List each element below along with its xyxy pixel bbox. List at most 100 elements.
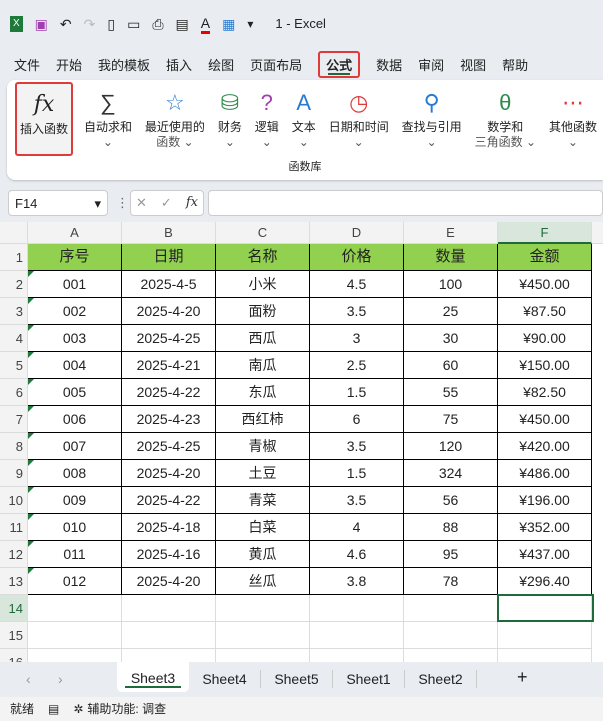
row-header-1[interactable]: 1	[0, 244, 28, 271]
print-icon[interactable]: ▤	[175, 16, 189, 32]
tab-8[interactable]: 审阅	[418, 57, 445, 73]
data-cell[interactable]: 010	[28, 514, 122, 541]
row-header-10[interactable]: 10	[0, 487, 28, 514]
data-cell[interactable]: 007	[28, 433, 122, 460]
customize-icon[interactable]: ▾	[247, 17, 254, 31]
open-icon[interactable]: ▭	[127, 16, 141, 32]
ribbon-button-3[interactable]: ? 逻辑 ⌄	[253, 82, 281, 150]
data-cell[interactable]: 324	[404, 460, 498, 487]
formula-input[interactable]	[208, 190, 603, 216]
data-cell[interactable]: 56	[404, 487, 498, 514]
data-cell[interactable]: 青菜	[216, 487, 310, 514]
data-cell[interactable]: 60	[404, 352, 498, 379]
data-cell[interactable]: 011	[28, 541, 122, 568]
data-cell[interactable]: 土豆	[216, 460, 310, 487]
tab-10[interactable]: 帮助	[502, 57, 529, 73]
prev-sheet-icon[interactable]: ‹	[26, 671, 31, 687]
undo-icon[interactable]: ↶	[59, 16, 72, 32]
header-cell[interactable]: 数量	[404, 244, 498, 271]
data-cell[interactable]: 小米	[216, 271, 310, 298]
data-cell[interactable]: 004	[28, 352, 122, 379]
cancel-icon[interactable]: ✕	[136, 195, 147, 210]
data-cell[interactable]: 2025-4-25	[122, 433, 216, 460]
row-header-13[interactable]: 13	[0, 568, 28, 595]
freeze-panes-icon[interactable]: ▦	[222, 16, 236, 32]
data-cell[interactable]	[404, 649, 498, 662]
data-cell[interactable]: 95	[404, 541, 498, 568]
column-header-F[interactable]: F	[498, 222, 592, 244]
data-cell[interactable]: 2025-4-22	[122, 379, 216, 406]
data-cell[interactable]: ¥420.00	[498, 433, 592, 460]
data-cell[interactable]	[404, 622, 498, 649]
data-cell[interactable]: 55	[404, 379, 498, 406]
column-header-D[interactable]: D	[310, 222, 404, 244]
accessibility-icon[interactable]: ✲	[73, 702, 84, 716]
data-cell[interactable]: 青椒	[216, 433, 310, 460]
row-header-15[interactable]: 15	[0, 622, 28, 649]
data-cell[interactable]	[310, 595, 404, 622]
row-header-11[interactable]: 11	[0, 514, 28, 541]
data-cell[interactable]: 3.5	[310, 433, 404, 460]
insert-fx-button[interactable]: fx	[185, 195, 198, 210]
tab-0[interactable]: 文件	[14, 57, 41, 73]
row-header-16[interactable]: 16	[0, 649, 28, 662]
data-cell[interactable]: 南瓜	[216, 352, 310, 379]
ribbon-button-4[interactable]: A 文本 ⌄	[290, 82, 318, 150]
column-header-G[interactable]	[592, 222, 603, 244]
accessibility-status[interactable]: 辅助功能: 调查	[87, 702, 167, 716]
ribbon-button-1[interactable]: ☆ 最近使用的 函数 ⌄	[143, 82, 207, 150]
data-cell[interactable]: ¥150.00	[498, 352, 592, 379]
data-cell[interactable]: 75	[404, 406, 498, 433]
data-cell[interactable]: 面粉	[216, 298, 310, 325]
data-cell[interactable]: ¥82.50	[498, 379, 592, 406]
data-cell[interactable]: 4	[310, 514, 404, 541]
data-cell[interactable]: 3	[310, 325, 404, 352]
data-cell[interactable]: 006	[28, 406, 122, 433]
selected-cell[interactable]	[497, 594, 594, 622]
data-cell[interactable]: 2.5	[310, 352, 404, 379]
column-header-B[interactable]: B	[122, 222, 216, 244]
data-cell[interactable]: 丝瓜	[216, 568, 310, 595]
ribbon-button-6[interactable]: ⚲ 查找与引用 ⌄	[400, 82, 464, 150]
data-cell[interactable]	[28, 595, 122, 622]
ribbon-button-5[interactable]: ◷ 日期和时间 ⌄	[327, 82, 391, 150]
data-cell[interactable]	[28, 649, 122, 662]
data-cell[interactable]: 120	[404, 433, 498, 460]
sheet-tab-Sheet3[interactable]: Sheet3	[117, 662, 189, 692]
sheet-tab-Sheet2[interactable]: Sheet2	[405, 670, 477, 688]
row-header-7[interactable]: 7	[0, 406, 28, 433]
data-cell[interactable]: 西红柿	[216, 406, 310, 433]
row-header-4[interactable]: 4	[0, 325, 28, 352]
data-cell[interactable]	[216, 622, 310, 649]
data-cell[interactable]	[122, 622, 216, 649]
tab-2[interactable]: 我的模板	[98, 57, 151, 73]
next-sheet-icon[interactable]: ›	[58, 671, 63, 687]
data-cell[interactable]: 30	[404, 325, 498, 352]
data-cell[interactable]: 001	[28, 271, 122, 298]
header-cell[interactable]: 日期	[122, 244, 216, 271]
data-cell[interactable]: ¥296.40	[498, 568, 592, 595]
data-cell[interactable]: 2025-4-20	[122, 298, 216, 325]
data-cell[interactable]: 3.8	[310, 568, 404, 595]
data-cell[interactable]: 西瓜	[216, 325, 310, 352]
tab-5[interactable]: 页面布局	[250, 57, 303, 73]
data-cell[interactable]: 黄瓜	[216, 541, 310, 568]
name-box[interactable]: F14 ▾	[8, 190, 108, 216]
data-cell[interactable]	[216, 595, 310, 622]
tab-9[interactable]: 视图	[460, 57, 487, 73]
data-cell[interactable]	[310, 622, 404, 649]
data-cell[interactable]: 3.5	[310, 487, 404, 514]
tab-6[interactable]: 公式	[318, 50, 361, 78]
print-preview-icon[interactable]: ⎙	[152, 16, 164, 32]
tab-1[interactable]: 开始	[56, 57, 83, 73]
add-sheet-button[interactable]: +	[517, 667, 528, 687]
data-cell[interactable]	[498, 649, 592, 662]
header-cell[interactable]: 价格	[310, 244, 404, 271]
data-cell[interactable]: ¥437.00	[498, 541, 592, 568]
data-cell[interactable]: 2025-4-22	[122, 487, 216, 514]
data-cell[interactable]: 3.5	[310, 298, 404, 325]
macro-record-icon[interactable]: ▤	[48, 702, 60, 716]
row-header-2[interactable]: 2	[0, 271, 28, 298]
row-header-12[interactable]: 12	[0, 541, 28, 568]
data-cell[interactable]: 东瓜	[216, 379, 310, 406]
